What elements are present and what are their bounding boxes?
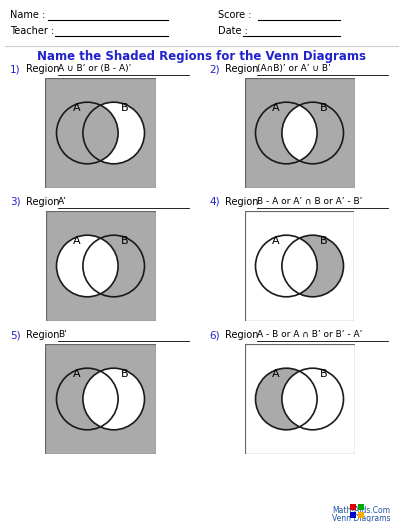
Text: 2): 2) [209,64,220,74]
Text: Region: Region [26,64,60,74]
Text: A: A [73,236,80,246]
Text: (A∩B)’ or A’ ∪ B’: (A∩B)’ or A’ ∪ B’ [257,64,331,73]
Polygon shape [282,235,343,297]
Bar [358,512,364,518]
Text: A ∪ B’ or (B - A)’: A ∪ B’ or (B - A)’ [58,64,131,73]
Text: Math-Aids.Com: Math-Aids.Com [332,506,390,515]
Bar [358,504,364,510]
Polygon shape [256,102,317,164]
Text: Date :: Date : [218,26,248,36]
Text: A: A [73,103,80,113]
Polygon shape [83,102,145,164]
Bar [350,512,356,518]
Polygon shape [256,235,317,297]
Text: Region: Region [225,330,258,340]
Text: Venn Diagrams: Venn Diagrams [332,514,390,522]
Text: A: A [272,103,279,113]
Text: 6): 6) [209,330,220,340]
Text: Region: Region [225,64,258,74]
Text: B: B [121,103,129,113]
Text: B’: B’ [58,330,67,339]
Text: 1): 1) [10,64,21,74]
Text: Teacher :: Teacher : [10,26,54,36]
Text: B: B [320,236,328,246]
Text: B: B [121,236,129,246]
Text: Region: Region [26,197,60,207]
Text: B: B [320,369,328,379]
Text: Name :: Name : [10,10,45,20]
Text: Region: Region [225,197,258,207]
Polygon shape [256,368,317,430]
Text: A: A [272,236,279,246]
Text: 3): 3) [10,197,21,207]
Text: B: B [320,103,328,113]
Bar [350,504,356,510]
Polygon shape [56,102,118,164]
Text: Region: Region [26,330,60,340]
Text: A’: A’ [58,197,67,206]
Text: Score :: Score : [218,10,251,20]
Text: B - A or A’ ∩ B or A’ - B’: B - A or A’ ∩ B or A’ - B’ [257,197,362,206]
Text: 5): 5) [10,330,21,340]
Text: Name the Shaded Regions for the Venn Diagrams: Name the Shaded Regions for the Venn Dia… [37,50,366,63]
Text: 4): 4) [209,197,220,207]
Text: A: A [73,369,80,379]
Text: B: B [121,369,129,379]
Text: A: A [272,369,279,379]
Polygon shape [282,368,343,430]
Polygon shape [56,235,118,297]
Polygon shape [83,368,145,430]
Text: A - B or A ∩ B’ or B’ - A’: A - B or A ∩ B’ or B’ - A’ [257,330,362,339]
